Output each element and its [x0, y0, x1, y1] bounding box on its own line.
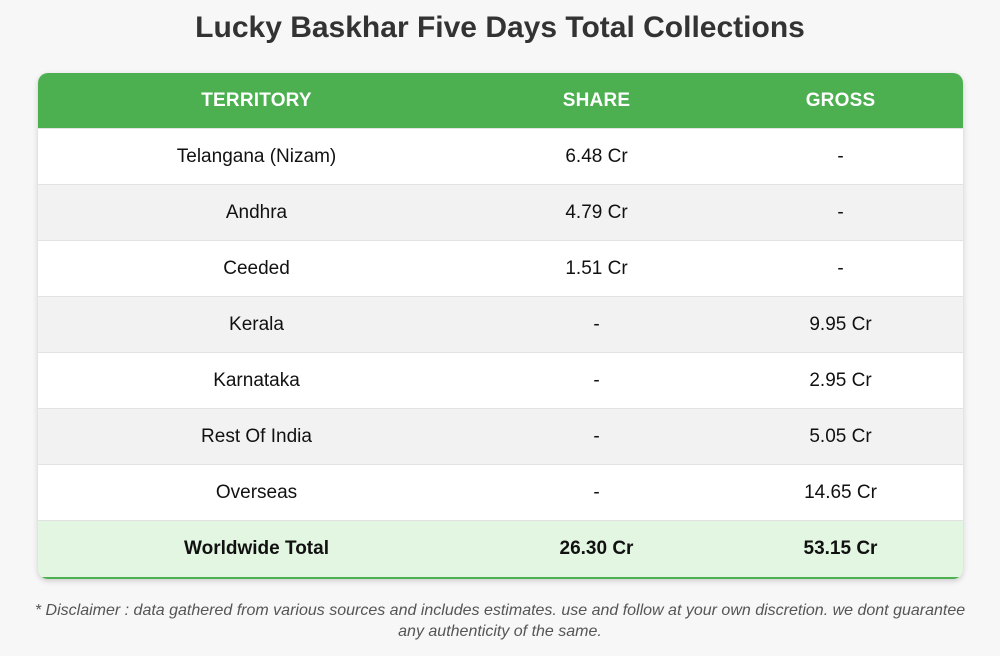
share-cell: 1.51 Cr: [475, 240, 718, 297]
territory-cell: Ceeded: [38, 240, 475, 297]
total-gross-cell: 53.15 Cr: [718, 520, 963, 579]
territory-cell: Karnataka: [38, 352, 475, 409]
total-label-cell: Worldwide Total: [38, 520, 475, 579]
total-row: Worldwide Total 26.30 Cr 53.15 Cr: [38, 520, 963, 579]
territory-cell: Rest Of India: [38, 408, 475, 465]
table-row: Ceeded 1.51 Cr -: [38, 240, 963, 297]
share-cell: -: [475, 352, 718, 409]
header-share: SHARE: [475, 73, 718, 129]
table-row: Overseas - 14.65 Cr: [38, 464, 963, 521]
territory-cell: Andhra: [38, 184, 475, 241]
table-row: Kerala - 9.95 Cr: [38, 296, 963, 353]
share-cell: 6.48 Cr: [475, 128, 718, 185]
share-cell: 4.79 Cr: [475, 184, 718, 241]
header-row: TERRITORY SHARE GROSS: [38, 73, 963, 129]
collections-table: TERRITORY SHARE GROSS Telangana (Nizam) …: [38, 73, 963, 579]
table-row: Telangana (Nizam) 6.48 Cr -: [38, 128, 963, 185]
gross-cell: -: [718, 128, 963, 185]
territory-cell: Telangana (Nizam): [38, 128, 475, 185]
gross-cell: 14.65 Cr: [718, 464, 963, 521]
share-cell: -: [475, 464, 718, 521]
page-title: Lucky Baskhar Five Days Total Collection…: [195, 11, 805, 44]
territory-cell: Kerala: [38, 296, 475, 353]
share-cell: -: [475, 408, 718, 465]
gross-cell: -: [718, 240, 963, 297]
territory-cell: Overseas: [38, 464, 475, 521]
header-gross: GROSS: [718, 73, 963, 129]
gross-cell: 9.95 Cr: [718, 296, 963, 353]
table-row: Karnataka - 2.95 Cr: [38, 352, 963, 409]
total-share-cell: 26.30 Cr: [475, 520, 718, 579]
table-row: Andhra 4.79 Cr -: [38, 184, 963, 241]
table-body: Telangana (Nizam) 6.48 Cr - Andhra 4.79 …: [38, 128, 963, 579]
collections-table-card: TERRITORY SHARE GROSS Telangana (Nizam) …: [38, 73, 963, 579]
gross-cell: -: [718, 184, 963, 241]
disclaimer-text: * Disclaimer : data gathered from variou…: [34, 602, 966, 640]
table-header: TERRITORY SHARE GROSS: [38, 73, 963, 129]
table-row: Rest Of India - 5.05 Cr: [38, 408, 963, 465]
gross-cell: 5.05 Cr: [718, 408, 963, 465]
gross-cell: 2.95 Cr: [718, 352, 963, 409]
header-territory: TERRITORY: [38, 73, 475, 129]
share-cell: -: [475, 296, 718, 353]
